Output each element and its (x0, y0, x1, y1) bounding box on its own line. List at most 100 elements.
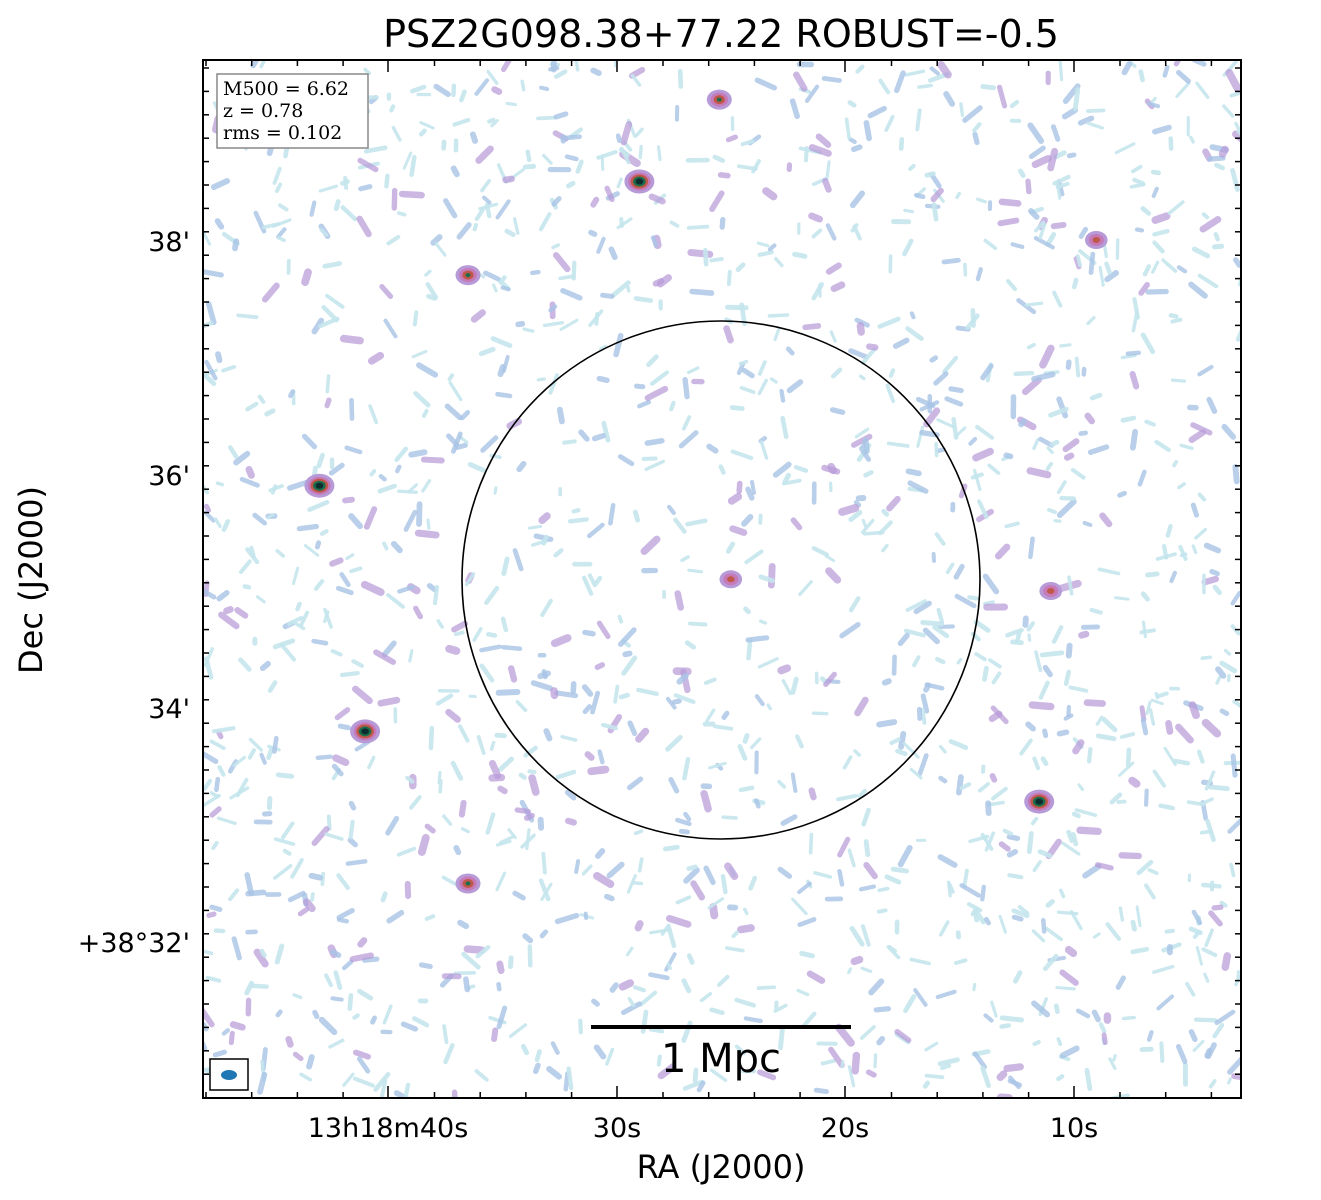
noise-speck (811, 228, 823, 239)
noise-speck (806, 970, 826, 984)
noise-speck (789, 98, 800, 120)
noise-speck (848, 596, 861, 613)
noise-speck (386, 909, 405, 924)
noise-speck (600, 292, 615, 299)
noise-speck (811, 711, 829, 716)
noise-speck (945, 562, 955, 575)
noise-speck (858, 884, 877, 892)
noise-speck (581, 864, 593, 876)
noise-speck (229, 786, 250, 800)
noise-speck (666, 962, 672, 971)
noise-speck (217, 765, 226, 777)
noise-speck (790, 517, 803, 531)
noise-speck (425, 282, 439, 300)
noise-speck (825, 262, 842, 275)
noise-speck (866, 343, 879, 351)
noise-speck (998, 198, 1022, 207)
noise-speck (1056, 480, 1067, 495)
noise-speck (496, 981, 502, 992)
noise-speck (475, 944, 491, 959)
noise-speck (1013, 370, 1035, 377)
noise-speck (741, 514, 754, 527)
noise-speck (709, 1068, 728, 1082)
noise-speck (1037, 849, 1053, 859)
noise-speck (357, 157, 379, 173)
noise-speck (1056, 183, 1062, 200)
noise-speck (915, 108, 922, 132)
noise-speck (413, 390, 431, 408)
noise-speck (854, 696, 869, 717)
noise-speck (501, 644, 523, 652)
noise-speck (538, 512, 551, 524)
scale-bar: 1 Mpc (591, 1025, 851, 1082)
noise-speck (596, 236, 606, 254)
noise-speck (700, 789, 712, 813)
noise-speck (313, 579, 325, 591)
noise-speck (743, 1016, 763, 1024)
noise-speck (1136, 859, 1154, 876)
noise-speck (741, 367, 755, 379)
noise-speck (959, 883, 981, 898)
noise-speck (736, 362, 746, 376)
noise-speck (1025, 178, 1032, 195)
noise-speck (542, 321, 565, 328)
noise-speck (938, 744, 947, 754)
noise-speck (734, 997, 757, 1008)
noise-speck (522, 327, 535, 333)
noise-speck (785, 346, 795, 356)
noise-speck (1002, 828, 1014, 837)
noise-speck (458, 799, 467, 818)
noise-speck (903, 994, 917, 1014)
noise-speck (1190, 422, 1213, 436)
noise-speck (261, 282, 280, 303)
noise-speck (1172, 758, 1191, 766)
noise-speck (941, 257, 961, 265)
noise-speck (215, 351, 223, 364)
noise-speck (550, 634, 572, 648)
noise-speck (522, 933, 534, 944)
noise-speck (1120, 415, 1137, 423)
noise-speck (451, 620, 469, 633)
noise-speck (288, 389, 296, 399)
noise-speck (820, 1058, 836, 1066)
noise-speck (1115, 975, 1126, 990)
noise-speck (223, 606, 234, 615)
noise-speck (857, 788, 867, 799)
noise-speck (1138, 281, 1150, 296)
noise-speck (1026, 831, 1034, 855)
info-rms: rms = 0.102 (223, 122, 342, 144)
noise-speck (1056, 729, 1070, 737)
noise-speck (214, 776, 221, 793)
noise-speck (849, 190, 865, 209)
noise-speck (344, 445, 363, 455)
noise-speck (878, 78, 891, 95)
noise-speck (1191, 246, 1211, 259)
noise-speck (903, 628, 926, 638)
noise-speck (1227, 1077, 1232, 1085)
noise-speck (662, 844, 680, 852)
noise-speck (587, 522, 605, 539)
noise-speck (530, 680, 554, 692)
noise-speck (539, 85, 550, 92)
noise-speck (604, 185, 615, 203)
noise-speck (825, 223, 837, 241)
noise-speck (384, 173, 390, 189)
noise-speck (850, 223, 859, 233)
noise-speck (685, 518, 708, 527)
noise-speck (469, 131, 479, 144)
noise-speck (538, 878, 551, 902)
noise-speck (1086, 121, 1104, 130)
noise-speck (858, 446, 872, 462)
noise-speck (495, 839, 512, 847)
noise-speck (767, 243, 777, 252)
noise-speck (1026, 467, 1052, 479)
noise-speck (385, 815, 400, 836)
noise-speck (1053, 519, 1062, 523)
noise-speck (536, 115, 557, 121)
noise-speck (426, 518, 431, 530)
noise-speck (851, 144, 863, 153)
noise-speck (326, 814, 332, 831)
noise-speck (856, 322, 865, 336)
noise-speck (379, 1079, 388, 1098)
noise-speck (480, 178, 492, 193)
